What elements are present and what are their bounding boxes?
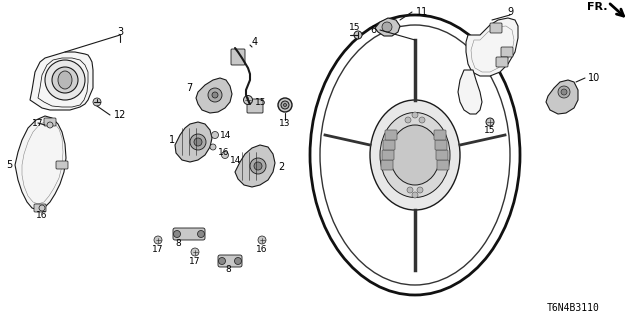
Polygon shape [38,58,88,107]
Circle shape [258,236,266,244]
Circle shape [412,112,418,118]
Circle shape [198,230,205,237]
Polygon shape [458,70,482,114]
FancyBboxPatch shape [496,57,508,67]
Circle shape [561,89,567,95]
Polygon shape [30,52,93,110]
Circle shape [45,60,85,100]
Circle shape [47,122,53,128]
Circle shape [210,144,216,150]
Circle shape [39,205,45,211]
FancyBboxPatch shape [437,160,449,170]
FancyBboxPatch shape [434,130,446,140]
FancyBboxPatch shape [218,255,242,267]
Circle shape [419,117,425,123]
Text: 8: 8 [225,266,231,275]
Polygon shape [235,145,275,187]
Circle shape [234,258,241,265]
Polygon shape [466,18,518,76]
FancyBboxPatch shape [381,160,393,170]
FancyBboxPatch shape [382,150,394,160]
Circle shape [407,187,413,193]
Polygon shape [15,116,66,210]
Circle shape [254,162,262,170]
FancyBboxPatch shape [435,140,447,150]
Circle shape [52,67,78,93]
Circle shape [382,22,392,32]
Circle shape [405,117,411,123]
Text: FR.: FR. [586,2,607,12]
Polygon shape [175,122,212,162]
Ellipse shape [380,113,450,197]
Text: 15: 15 [484,125,496,134]
Circle shape [284,103,287,107]
FancyBboxPatch shape [436,150,448,160]
Text: 15: 15 [255,98,266,107]
Ellipse shape [58,71,72,89]
FancyBboxPatch shape [34,204,46,212]
Text: 16: 16 [36,211,48,220]
Text: 7: 7 [186,83,192,93]
Circle shape [558,86,570,98]
Text: 12: 12 [114,110,126,120]
FancyBboxPatch shape [385,130,397,140]
Text: 10: 10 [588,73,600,83]
Text: 17: 17 [32,118,44,127]
FancyBboxPatch shape [247,99,263,113]
Circle shape [221,151,228,158]
Text: 6: 6 [370,25,376,35]
Polygon shape [546,80,578,114]
Circle shape [281,101,289,109]
Text: 9: 9 [507,7,513,17]
FancyBboxPatch shape [490,23,502,33]
Text: 3: 3 [117,27,123,37]
Text: 14: 14 [220,131,232,140]
Circle shape [250,158,266,174]
FancyBboxPatch shape [231,49,245,65]
Text: 14: 14 [230,156,241,164]
Circle shape [243,95,253,105]
Text: 4: 4 [252,37,258,47]
Text: 8: 8 [175,238,181,247]
Text: 16: 16 [256,245,268,254]
Circle shape [486,118,494,126]
FancyBboxPatch shape [501,47,513,57]
Circle shape [190,134,206,150]
Text: 17: 17 [189,258,201,267]
Circle shape [194,138,202,146]
Circle shape [93,98,101,106]
Text: 2: 2 [278,162,284,172]
Text: 17: 17 [152,245,164,254]
Circle shape [218,258,225,265]
Polygon shape [375,18,400,36]
Circle shape [412,192,418,198]
Circle shape [417,187,423,193]
Circle shape [173,230,180,237]
Circle shape [212,92,218,98]
Text: 13: 13 [279,118,291,127]
Text: 16: 16 [218,148,230,156]
Ellipse shape [370,100,460,210]
Circle shape [191,248,199,256]
Circle shape [211,132,218,139]
Text: 5: 5 [6,160,12,170]
Circle shape [154,236,162,244]
FancyBboxPatch shape [44,118,56,126]
Circle shape [278,98,292,112]
Circle shape [354,31,362,39]
Text: 11: 11 [416,7,428,17]
Text: T6N4B3110: T6N4B3110 [547,303,600,313]
Circle shape [208,88,222,102]
FancyBboxPatch shape [383,140,395,150]
Polygon shape [196,78,232,113]
Text: 1: 1 [169,135,175,145]
Ellipse shape [390,125,440,185]
FancyBboxPatch shape [173,228,205,240]
Text: 15: 15 [349,22,361,31]
FancyBboxPatch shape [56,161,68,169]
